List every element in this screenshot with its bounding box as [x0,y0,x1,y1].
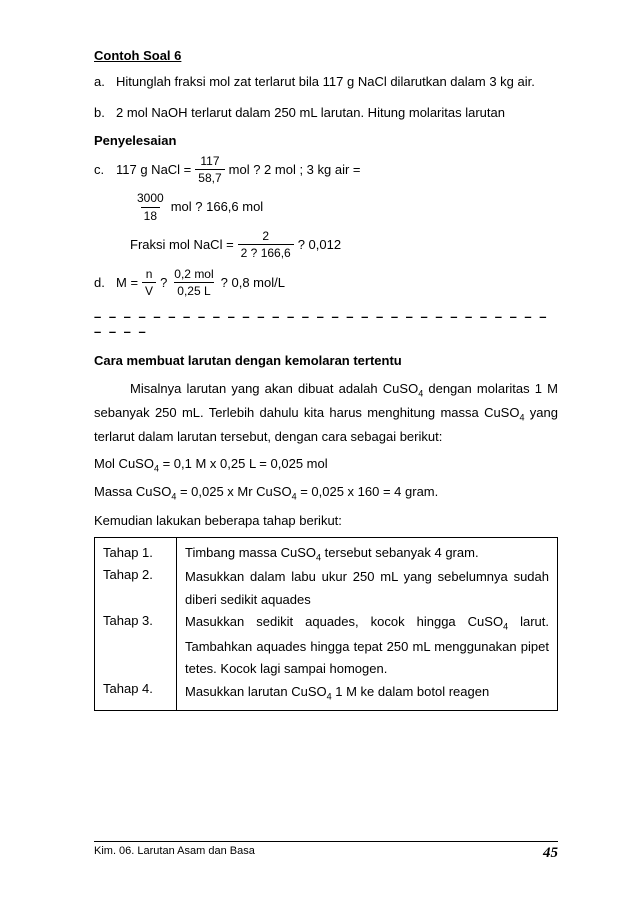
q-letter: b. [94,102,116,125]
q-letter: a. [94,71,116,94]
calc-text: mol ? 2 mol ; 3 kg air = [229,162,361,178]
denominator: 2 ? 166,6 [238,244,294,260]
footer-title: Kim. 06. Larutan Asam dan Basa [94,845,255,862]
solution-c-line1: c. 117 g NaCl = 117 58,7 mol ? 2 mol ; 3… [94,154,558,186]
numerator: 3000 [134,191,167,206]
denominator: V [142,282,156,298]
text: = 0,025 x Mr CuSO [176,484,291,499]
text: Misalnya larutan yang akan dibuat adalah… [130,381,418,396]
text: = 0,1 M x 0,25 L = 0,025 mol [159,456,328,471]
step-label: Tahap 1. [103,542,168,565]
numerator: n [143,267,156,282]
text: = 0,025 x 160 = 4 gram. [297,484,439,499]
calc-text: ? 0,012 [298,237,341,253]
calc-text: ? 0,8 mol/L [221,275,285,291]
separator-line: – – – – – – – – – – – – – – – – – – – – … [94,309,558,339]
section-2-title: Cara membuat larutan dengan kemolaran te… [94,353,558,368]
step-text: Timbang massa CuSO4 tersebut sebanyak 4 … [185,542,549,566]
denominator: 0,25 L [174,282,213,298]
solution-d: d. M = n V ? 0,2 mol 0,25 L ? 0,8 mol/L [94,267,558,299]
fraction: 0,2 mol 0,25 L [171,267,216,299]
question-b: b. 2 mol NaOH terlarut dalam 250 mL laru… [94,102,558,125]
paragraph-1: Misalnya larutan yang akan dibuat adalah… [94,378,558,449]
calc-text: 117 g NaCl = [116,162,191,178]
step-labels-cell: Tahap 1. Tahap 2. Tahap 3. Tahap 4. [95,537,177,710]
step-label: Tahap 2. [103,564,168,587]
q-text: Hitunglah fraksi mol zat terlarut bila 1… [116,71,558,94]
solution-c-line3: Fraksi mol NaCl = 2 2 ? 166,6 ? 0,012 [94,229,558,261]
solution-heading: Penyelesaian [94,133,558,148]
fraction: 2 2 ? 166,6 [238,229,294,261]
calc-text: ? [160,275,167,291]
q-letter: c. [94,162,116,178]
fraction: n V [142,267,156,299]
paragraph-massa: Massa CuSO4 = 0,025 x Mr CuSO4 = 0,025 x… [94,481,558,505]
calc-text: Fraksi mol NaCl = [130,237,234,253]
page-footer: Kim. 06. Larutan Asam dan Basa 45 [94,841,558,862]
numerator: 2 [259,229,272,244]
steps-table: Tahap 1. Tahap 2. Tahap 3. Tahap 4. Timb… [94,537,558,711]
step-label: Tahap 4. [103,678,168,701]
denominator: 18 [141,207,160,223]
step-text: Masukkan dalam labu ukur 250 mL yang seb… [185,566,549,612]
text: Mol CuSO [94,456,154,471]
q-letter: d. [94,275,116,291]
numerator: 0,2 mol [171,267,216,282]
calc-text: mol ? 166,6 mol [171,199,264,215]
solution-c-line2: 3000 18 mol ? 166,6 mol [94,191,558,223]
step-texts-cell: Timbang massa CuSO4 tersebut sebanyak 4 … [177,537,558,710]
fraction: 117 58,7 [195,154,224,186]
step-text: Masukkan larutan CuSO4 1 M ke dalam boto… [185,681,549,705]
q-text: 2 mol NaOH terlarut dalam 250 mL larutan… [116,102,558,125]
paragraph-kemudian: Kemudian lakukan beberapa tahap berikut: [94,510,558,533]
calc-text: M = [116,275,138,291]
example-title: Contoh Soal 6 [94,48,558,63]
question-a: a. Hitunglah fraksi mol zat terlarut bil… [94,71,558,94]
text: Massa CuSO [94,484,171,499]
step-label: Tahap 3. [103,610,168,633]
paragraph-mol: Mol CuSO4 = 0,1 M x 0,25 L = 0,025 mol [94,453,558,477]
page-number: 45 [543,845,558,862]
fraction: 3000 18 [134,191,167,223]
step-text: Masukkan sedikit aquades, kocok hingga C… [185,611,549,681]
numerator: 117 [197,154,222,169]
denominator: 58,7 [195,169,224,185]
table-row: Tahap 1. Tahap 2. Tahap 3. Tahap 4. Timb… [95,537,558,710]
